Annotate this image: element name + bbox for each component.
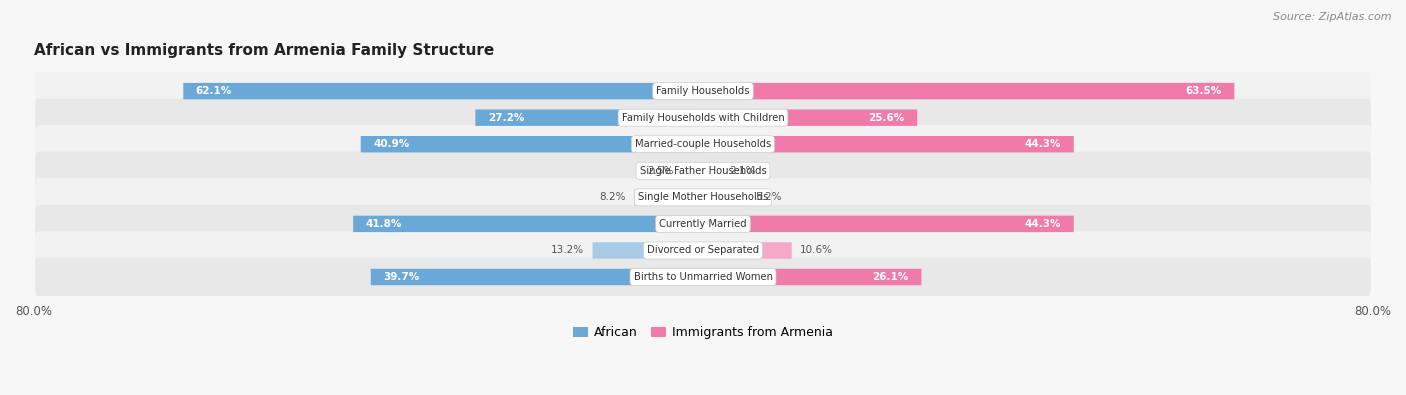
FancyBboxPatch shape xyxy=(475,109,703,126)
Text: Births to Unmarried Women: Births to Unmarried Women xyxy=(634,272,772,282)
Text: 44.3%: 44.3% xyxy=(1025,219,1062,229)
FancyBboxPatch shape xyxy=(35,178,1371,216)
FancyBboxPatch shape xyxy=(35,98,1371,137)
Text: Divorced or Separated: Divorced or Separated xyxy=(647,245,759,256)
Text: 10.6%: 10.6% xyxy=(800,245,834,256)
FancyBboxPatch shape xyxy=(703,83,1234,100)
Text: Source: ZipAtlas.com: Source: ZipAtlas.com xyxy=(1274,12,1392,22)
Text: 26.1%: 26.1% xyxy=(873,272,908,282)
Text: 5.2%: 5.2% xyxy=(755,192,782,202)
Text: Single Father Households: Single Father Households xyxy=(640,166,766,176)
Text: 27.2%: 27.2% xyxy=(488,113,524,123)
FancyBboxPatch shape xyxy=(361,136,703,152)
Text: 44.3%: 44.3% xyxy=(1025,139,1062,149)
FancyBboxPatch shape xyxy=(703,109,917,126)
Text: 2.1%: 2.1% xyxy=(728,166,755,176)
Text: Currently Married: Currently Married xyxy=(659,219,747,229)
Text: 41.8%: 41.8% xyxy=(366,219,402,229)
FancyBboxPatch shape xyxy=(634,189,703,205)
Text: Single Mother Households: Single Mother Households xyxy=(638,192,768,202)
FancyBboxPatch shape xyxy=(703,189,747,205)
FancyBboxPatch shape xyxy=(35,205,1371,243)
Legend: African, Immigrants from Armenia: African, Immigrants from Armenia xyxy=(568,321,838,344)
FancyBboxPatch shape xyxy=(703,242,792,259)
FancyBboxPatch shape xyxy=(35,231,1371,269)
FancyBboxPatch shape xyxy=(35,258,1371,296)
FancyBboxPatch shape xyxy=(35,152,1371,190)
FancyBboxPatch shape xyxy=(371,269,703,285)
FancyBboxPatch shape xyxy=(703,163,720,179)
FancyBboxPatch shape xyxy=(183,83,703,100)
Text: 63.5%: 63.5% xyxy=(1185,86,1222,96)
Text: 13.2%: 13.2% xyxy=(551,245,583,256)
Text: 40.9%: 40.9% xyxy=(373,139,409,149)
FancyBboxPatch shape xyxy=(682,163,703,179)
Text: Family Households: Family Households xyxy=(657,86,749,96)
FancyBboxPatch shape xyxy=(592,242,703,259)
FancyBboxPatch shape xyxy=(703,136,1074,152)
FancyBboxPatch shape xyxy=(35,72,1371,110)
FancyBboxPatch shape xyxy=(703,216,1074,232)
Text: Married-couple Households: Married-couple Households xyxy=(636,139,770,149)
Text: 8.2%: 8.2% xyxy=(599,192,626,202)
FancyBboxPatch shape xyxy=(703,269,921,285)
FancyBboxPatch shape xyxy=(35,125,1371,164)
Text: Family Households with Children: Family Households with Children xyxy=(621,113,785,123)
Text: African vs Immigrants from Armenia Family Structure: African vs Immigrants from Armenia Famil… xyxy=(34,43,494,58)
FancyBboxPatch shape xyxy=(353,216,703,232)
Text: 62.1%: 62.1% xyxy=(195,86,232,96)
Text: 25.6%: 25.6% xyxy=(869,113,904,123)
Text: 39.7%: 39.7% xyxy=(384,272,419,282)
Text: 2.5%: 2.5% xyxy=(647,166,673,176)
